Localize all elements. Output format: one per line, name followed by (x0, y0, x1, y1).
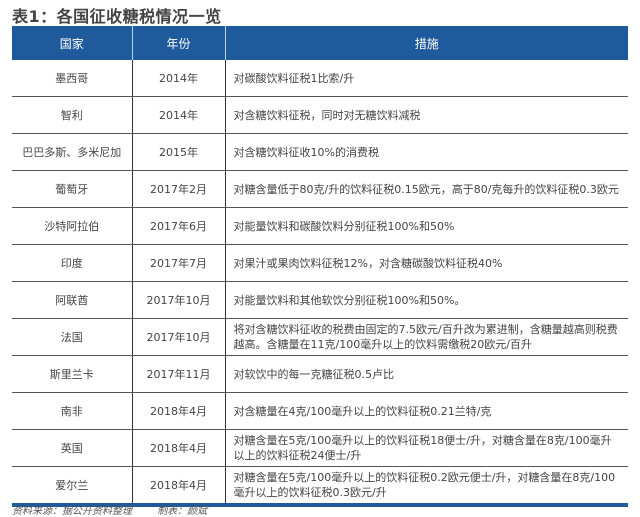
sugar-tax-table: 国家 年份 措施 墨西哥 2014年 对碳酸饮料征税1比索/升 智利 2014年 对含糖饮… (12, 26, 628, 507)
country-cell: 阿联酋 (12, 281, 133, 319)
table-row: 巴巴多斯、多米尼加 2015年 对含糖饮料征收10%的消费税 (12, 133, 628, 171)
measure-cell: 对含糖饮料征收10%的消费税 (225, 133, 628, 171)
year-cell: 2015年 (132, 133, 226, 171)
year-cell: 2014年 (132, 96, 226, 134)
table-row: 南非 2018年4月 对含糖量在4克/100毫升以上的饮料征税0.21兰特/克 (12, 392, 628, 430)
table-row: 阿联酋 2017年10月 对能量饮料和其他软饮分别征税100%和50%。 (12, 281, 628, 319)
year-cell: 2017年10月 (132, 281, 226, 319)
year-cell: 2018年4月 (132, 466, 226, 507)
measure-cell: 对软饮中的每一克糖征税0.5卢比 (225, 355, 628, 393)
year-cell: 2018年4月 (132, 392, 226, 430)
country-cell: 英国 (12, 429, 133, 467)
measure-cell: 对糖含量在5克/100毫升以上的饮料征税18便士/升，对糖含量在8克/100毫升… (225, 429, 628, 467)
header-measure: 措施 (225, 26, 628, 60)
measure-cell: 对含糖饮料征税，同时对无糖饮料减税 (225, 96, 628, 134)
table-row: 葡萄牙 2017年2月 对糖含量低于80克/升的饮料征税0.15欧元，高于80/克每… (12, 170, 628, 208)
measure-cell: 对碳酸饮料征税1比索/升 (225, 60, 628, 97)
measure-cell: 对糖含量低于80克/升的饮料征税0.15欧元，高于80/克每升的饮料征税0.3欧… (225, 170, 628, 208)
country-cell: 葡萄牙 (12, 170, 133, 208)
table-row: 法国 2017年10月 将对含糖饮料征收的税费由固定的7.5欧元/百升改为累进制，含… (12, 318, 628, 356)
table-row: 印度 2017年7月 对果汁或果肉饮料征税12%，对含糖碳酸饮料征税40% (12, 244, 628, 282)
measure-cell: 对含糖量在4克/100毫升以上的饮料征税0.21兰特/克 (225, 392, 628, 430)
country-cell: 法国 (12, 318, 133, 356)
year-cell: 2018年4月 (132, 429, 226, 467)
measure-cell: 对能量饮料和其他软饮分别征税100%和50%。 (225, 281, 628, 319)
source-note: 资料来源：据公开资料整理 (12, 506, 132, 517)
year-cell: 2017年6月 (132, 207, 226, 245)
measure-cell: 对糖含量在5克/100毫升以上的饮料征税0.2欧元便士/升，对糖含量在8克/10… (225, 466, 628, 507)
table-row: 沙特阿拉伯 2017年6月 对能量饮料和碳酸饮料分别征税100%和50% (12, 207, 628, 245)
maker-note: 制表：颜斌 (157, 506, 208, 517)
country-cell: 沙特阿拉伯 (12, 207, 133, 245)
table-title: 表1：各国征收糖税情况一览 (12, 7, 222, 26)
header-year: 年份 (132, 26, 226, 60)
measure-cell: 对能量饮料和碳酸饮料分别征税100%和50% (225, 207, 628, 245)
header-row: 国家 年份 措施 (12, 26, 628, 60)
year-cell: 2014年 (132, 60, 226, 97)
country-cell: 巴巴多斯、多米尼加 (12, 133, 133, 171)
year-cell: 2017年10月 (132, 318, 226, 356)
table-row: 爱尔兰 2018年4月 对糖含量在5克/100毫升以上的饮料征税0.2欧元便士/升，… (12, 466, 628, 507)
country-cell: 南非 (12, 392, 133, 430)
year-cell: 2017年2月 (132, 170, 226, 208)
footer: 资料来源：据公开资料整理 制表：颜斌 (12, 502, 229, 517)
table-row: 英国 2018年4月 对糖含量在5克/100毫升以上的饮料征税18便士/升，对糖含量… (12, 429, 628, 467)
measure-cell: 对果汁或果肉饮料征税12%，对含糖碳酸饮料征税40% (225, 244, 628, 282)
country-cell: 斯里兰卡 (12, 355, 133, 393)
country-cell: 墨西哥 (12, 60, 133, 97)
country-cell: 爱尔兰 (12, 466, 133, 507)
year-cell: 2017年7月 (132, 244, 226, 282)
year-cell: 2017年11月 (132, 355, 226, 393)
measure-cell: 将对含糖饮料征收的税费由固定的7.5欧元/百升改为累进制，含糖量越高则税费越高。… (225, 318, 628, 356)
table-row: 墨西哥 2014年 对碳酸饮料征税1比索/升 (12, 60, 628, 97)
header-country: 国家 (12, 26, 133, 60)
table-row: 斯里兰卡 2017年11月 对软饮中的每一克糖征税0.5卢比 (12, 355, 628, 393)
country-cell: 智利 (12, 96, 133, 134)
country-cell: 印度 (12, 244, 133, 282)
table-row: 智利 2014年 对含糖饮料征税，同时对无糖饮料减税 (12, 96, 628, 134)
